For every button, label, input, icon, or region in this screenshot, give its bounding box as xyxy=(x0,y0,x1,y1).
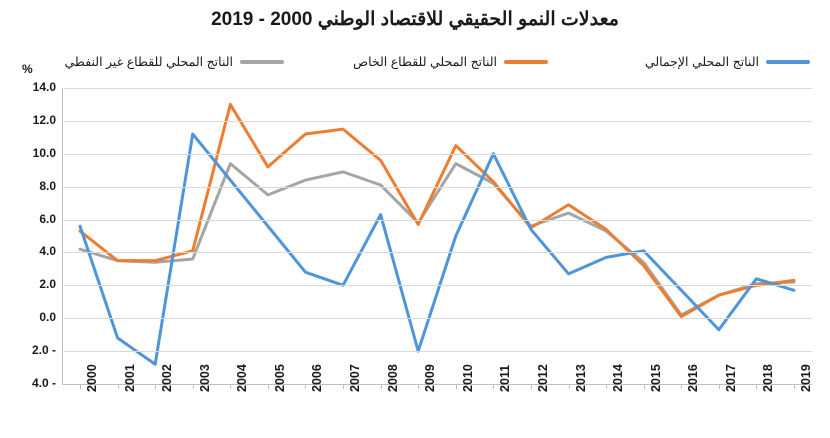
gridline xyxy=(62,252,812,254)
series-layer xyxy=(78,102,796,366)
y-axis-tick-label: 2.0 xyxy=(39,277,56,292)
gridline xyxy=(62,88,812,89)
y-axis-tick-label: 8.0 xyxy=(39,178,56,193)
y-axis-unit: % xyxy=(22,62,33,76)
y-axis-tick-label: 14.0 xyxy=(32,80,56,94)
x-axis-tickmark xyxy=(155,384,157,389)
x-axis-tickmark xyxy=(230,384,232,389)
x-axis-tick-label: 2005 xyxy=(272,364,287,392)
gridline xyxy=(62,285,812,287)
x-axis-tickmark xyxy=(718,384,720,389)
x-axis-tick-label: 2016 xyxy=(686,364,701,392)
legend-label-non-oil: الناتج المحلي للقطاع غير النفطي xyxy=(64,55,233,69)
legend-swatch-gdp xyxy=(766,59,810,64)
gridline xyxy=(62,351,812,353)
y-axis-tick-label: 10.0 xyxy=(32,145,56,160)
x-axis-tick-label: 2017 xyxy=(723,364,738,392)
gridline xyxy=(62,153,812,155)
x-axis-tickmark xyxy=(305,384,307,389)
x-axis-tick-label: 2003 xyxy=(197,364,212,392)
x-axis-tick-label: 2018 xyxy=(761,364,776,392)
legend-item-private-sector: الناتج المحلي للقطاع الخاص xyxy=(353,54,548,69)
gridline xyxy=(62,120,812,122)
y-axis-line xyxy=(62,88,63,384)
series-line xyxy=(78,132,796,366)
x-axis-tickmark xyxy=(493,384,495,389)
y-axis-tick-label: 6.0 xyxy=(39,211,56,226)
y-axis-tick-label: 0.0 xyxy=(39,310,56,325)
x-axis-tickmark xyxy=(794,384,795,389)
x-axis-tickmark xyxy=(418,384,420,389)
legend-swatch-private-sector xyxy=(504,59,548,64)
plot-area: 14.0 12.0 10.0 8.0 6.0 4.0 2.0 0.0 2.0 - 4.0 - xyxy=(32,80,812,390)
legend-item-gdp: الناتج المحلي الإجمالي xyxy=(645,54,810,69)
x-axis-tickmark xyxy=(80,384,81,389)
x-axis-tickmark xyxy=(643,384,645,389)
x-axis-tickmark xyxy=(380,384,382,389)
x-axis-tickmark xyxy=(756,384,758,389)
chart-legend: الناتج المحلي الإجمالي الناتج المحلي للق… xyxy=(60,52,810,74)
gridline xyxy=(62,219,812,221)
x-axis-tick-label: 2010 xyxy=(460,364,475,392)
x-axis-tickmark xyxy=(455,384,457,389)
x-axis-tick-label: 2000 xyxy=(85,364,99,392)
x-axis-tick-label: 2004 xyxy=(235,364,250,392)
x-axis-tick-label: 2008 xyxy=(385,364,400,392)
x-axis-tick-label: 2007 xyxy=(348,364,363,392)
x-axis-tickmark xyxy=(530,384,532,389)
gridline xyxy=(62,318,812,320)
x-axis-tickmark xyxy=(343,384,345,389)
x-axis-tick-label: 2006 xyxy=(310,364,325,392)
x-axis-tick-label: 2019 xyxy=(799,364,813,392)
y-axis-tick-label: 4.0 xyxy=(39,244,56,259)
legend-swatch-non-oil xyxy=(240,59,284,64)
legend-label-gdp: الناتج المحلي الإجمالي xyxy=(644,55,759,69)
x-axis-line xyxy=(62,384,812,385)
x-axis-tickmark xyxy=(568,384,570,389)
x-axis-tickmark xyxy=(192,384,194,389)
legend-item-non-oil: الناتج المحلي للقطاع غير النفطي xyxy=(65,54,284,69)
y-axis-tick-label: 12.0 xyxy=(32,112,56,127)
x-axis-tickmark xyxy=(267,384,269,389)
y-axis-tick-label: 2.0 - xyxy=(31,343,56,358)
legend-label-private-sector: الناتج المحلي للقطاع الخاص xyxy=(352,55,497,69)
y-axis-tick-label: 4.0 - xyxy=(31,376,56,390)
x-axis-tick-label: 2014 xyxy=(611,364,626,392)
x-axis-tick-label: 2001 xyxy=(122,364,137,392)
x-axis-tickmark xyxy=(117,384,119,389)
x-axis-tick-label: 2012 xyxy=(535,364,550,392)
x-axis-tick-label: 2009 xyxy=(423,364,438,392)
chart-title: معدلات النمو الحقيقي للاقتصاد الوطني 200… xyxy=(211,9,619,30)
x-axis-tickmark xyxy=(606,384,608,389)
x-axis-tick-label: 2011 xyxy=(498,364,513,392)
x-axis-tick-label: 2015 xyxy=(648,364,663,392)
x-axis-tickmark xyxy=(681,384,683,389)
x-axis-tick-label: 2013 xyxy=(573,364,588,392)
series-line xyxy=(78,102,796,319)
gridline xyxy=(62,186,812,188)
x-axis-tick-label: 2002 xyxy=(160,364,175,392)
